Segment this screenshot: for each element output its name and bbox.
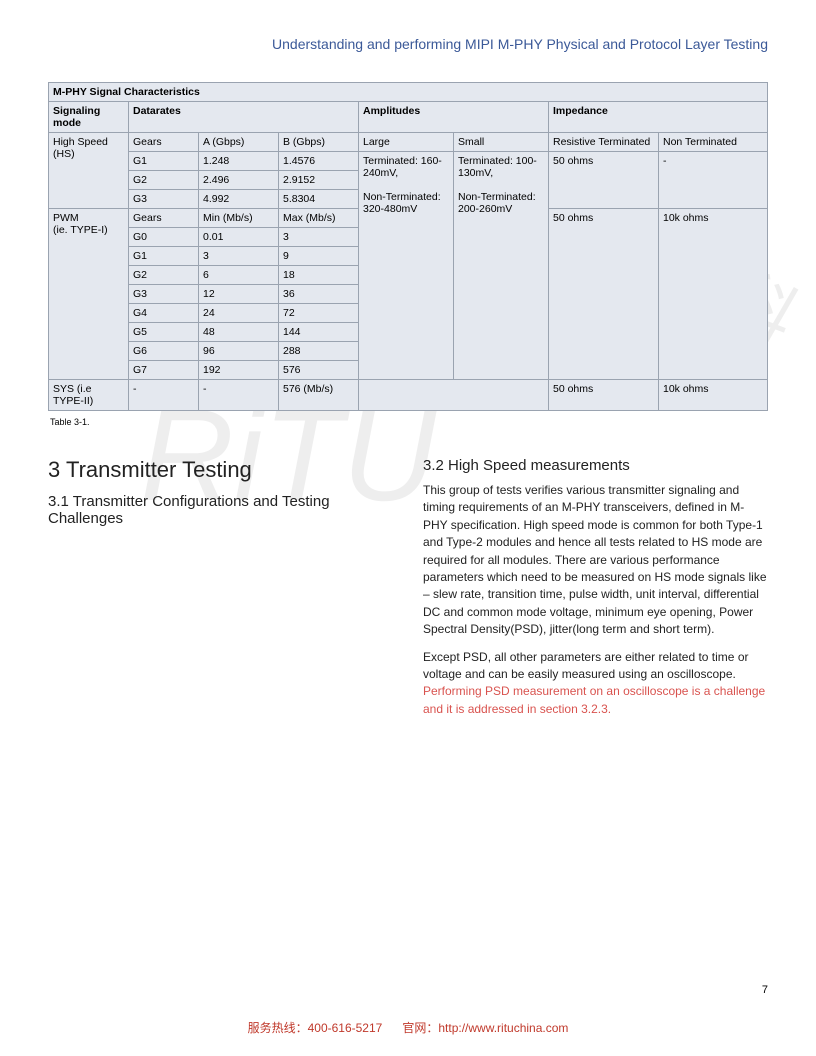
table-cell: G1 xyxy=(129,247,199,266)
hs-rt: 50 ohms xyxy=(549,152,659,209)
footer-hotline: 400-616-5217 xyxy=(308,1021,383,1035)
hs-nt: - xyxy=(659,152,768,209)
table-cell: 96 xyxy=(199,342,279,361)
footer-link[interactable]: http://www.rituchina.com xyxy=(438,1021,568,1035)
subsection-32: 3.2 High Speed measurements xyxy=(423,457,768,474)
table-cell xyxy=(359,380,549,411)
imp-nt-h: Non Terminated xyxy=(659,133,768,152)
hs-gears: Gears xyxy=(129,133,199,152)
table-cell: 9 xyxy=(279,247,359,266)
footer-hotline-label: 服务热线： xyxy=(248,1021,308,1035)
table-cell: 288 xyxy=(279,342,359,361)
amp-small-h: Small xyxy=(454,133,549,152)
pwm-max: Max (Mb/s) xyxy=(279,209,359,228)
table-cell: G3 xyxy=(129,285,199,304)
table-cell: G1 xyxy=(129,152,199,171)
col-impedance: Impedance xyxy=(549,102,768,133)
amp-large-h: Large xyxy=(359,133,454,152)
table-cell: 48 xyxy=(199,323,279,342)
table-cell: 192 xyxy=(199,361,279,380)
table-cell: G5 xyxy=(129,323,199,342)
columns: 3 Transmitter Testing 3.1 Transmitter Co… xyxy=(48,457,768,728)
page-header: Understanding and performing MIPI M-PHY … xyxy=(0,0,816,52)
pwm-gears: Gears xyxy=(129,209,199,228)
col-left: 3 Transmitter Testing 3.1 Transmitter Co… xyxy=(48,457,393,728)
pwm-nt: 10k ohms xyxy=(659,209,768,380)
footer-site-label: 官网： xyxy=(402,1021,438,1035)
table-cell: G2 xyxy=(129,171,199,190)
table-cell: G0 xyxy=(129,228,199,247)
pwm-label: PWM (ie. TYPE-I) xyxy=(49,209,129,380)
table-cell: 1.4576 xyxy=(279,152,359,171)
imp-rt-h: Resistive Terminated xyxy=(549,133,659,152)
table-cell: 1.248 xyxy=(199,152,279,171)
table-cell: 3 xyxy=(279,228,359,247)
table-cell: G6 xyxy=(129,342,199,361)
hs-b: B (Gbps) xyxy=(279,133,359,152)
sys-nt: 10k ohms xyxy=(659,380,768,411)
spec-table: M-PHY Signal Characteristics Signaling m… xyxy=(48,82,768,411)
table-cell: 4.992 xyxy=(199,190,279,209)
pwm-rt: 50 ohms xyxy=(549,209,659,380)
col-right: 3.2 High Speed measurements This group o… xyxy=(423,457,768,728)
table-cell: 3 xyxy=(199,247,279,266)
content: M-PHY Signal Characteristics Signaling m… xyxy=(0,82,816,728)
table-cell: 2.496 xyxy=(199,171,279,190)
table-title: M-PHY Signal Characteristics xyxy=(49,83,768,102)
table-cell: - xyxy=(199,380,279,411)
table-cell: 576 xyxy=(279,361,359,380)
table-cell: 144 xyxy=(279,323,359,342)
col-mode: Signaling mode xyxy=(49,102,129,133)
sys-label: SYS (i.e TYPE-II) xyxy=(49,380,129,411)
amp-small: Terminated: 100-130mV, Non-Terminated: 2… xyxy=(454,152,549,380)
table-cell: 72 xyxy=(279,304,359,323)
amp-large: Terminated: 160-240mV, Non-Terminated: 3… xyxy=(359,152,454,380)
subsection-31: 3.1 Transmitter Configurations and Testi… xyxy=(48,493,393,527)
table-cell: 36 xyxy=(279,285,359,304)
table-cell: G7 xyxy=(129,361,199,380)
sys-rt: 50 ohms xyxy=(549,380,659,411)
hs-label: High Speed (HS) xyxy=(49,133,129,209)
paragraph: This group of tests verifies various tra… xyxy=(423,482,768,639)
table-cell: G2 xyxy=(129,266,199,285)
table-cell: G4 xyxy=(129,304,199,323)
table-cell: 0.01 xyxy=(199,228,279,247)
paragraph: Except PSD, all other parameters are eit… xyxy=(423,649,768,719)
page-number: 7 xyxy=(762,984,768,996)
table-cell: - xyxy=(129,380,199,411)
highlight-text: Performing PSD measurement on an oscillo… xyxy=(423,684,765,715)
pwm-min: Min (Mb/s) xyxy=(199,209,279,228)
table-cell: 24 xyxy=(199,304,279,323)
footer: 服务热线：400-616-5217 官网：http://www.rituchin… xyxy=(0,1019,816,1036)
section-title: 3 Transmitter Testing xyxy=(48,457,393,483)
table-caption: Table 3-1. xyxy=(50,417,768,427)
hs-a: A (Gbps) xyxy=(199,133,279,152)
table-cell: 2.9152 xyxy=(279,171,359,190)
table-cell: 576 (Mb/s) xyxy=(279,380,359,411)
table-cell: 5.8304 xyxy=(279,190,359,209)
text: Except PSD, all other parameters are eit… xyxy=(423,650,748,681)
table-cell: 18 xyxy=(279,266,359,285)
col-datarates: Datarates xyxy=(129,102,359,133)
col-amplitudes: Amplitudes xyxy=(359,102,549,133)
table-cell: G3 xyxy=(129,190,199,209)
table-cell: 6 xyxy=(199,266,279,285)
table-cell: 12 xyxy=(199,285,279,304)
